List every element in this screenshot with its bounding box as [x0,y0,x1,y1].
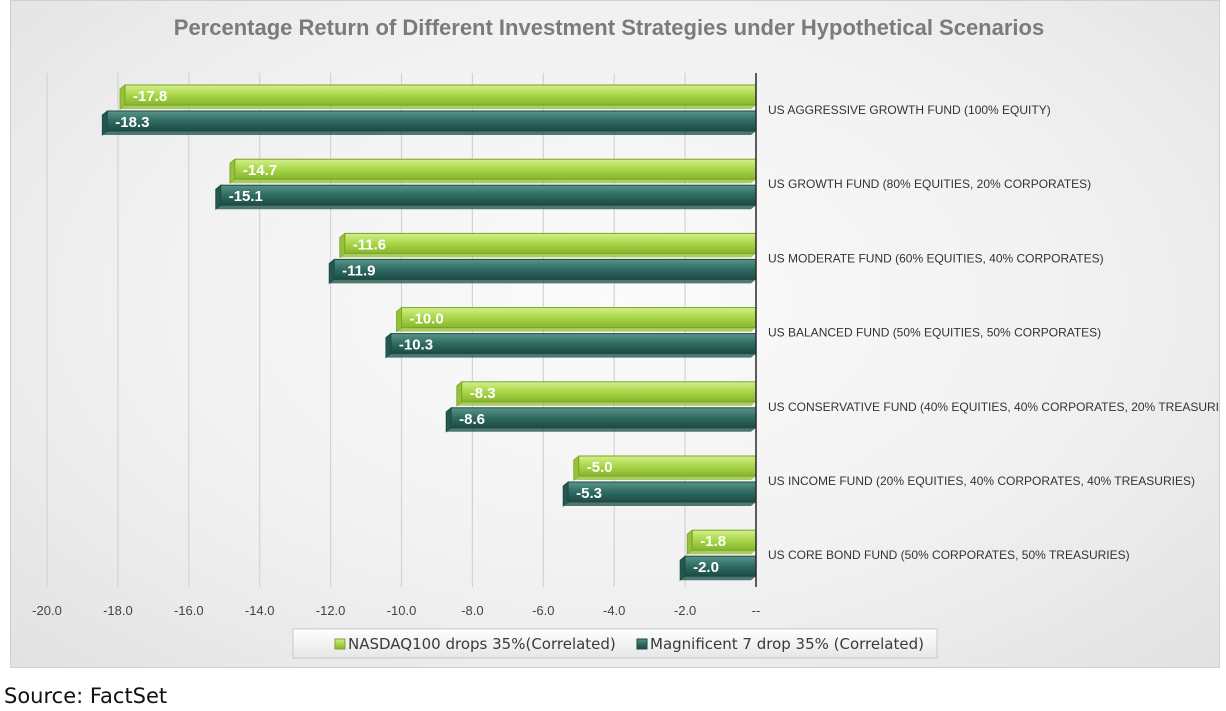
bar-side-s1-c6 [679,555,686,582]
x-tick-label-8: -4.0 [603,603,625,618]
bar-s1-c3 [390,333,757,355]
bar-label-s0-c2: -11.6 [353,236,386,253]
bar-side-s1-c1 [215,184,222,211]
bar-s1-c2 [333,258,757,280]
bar-bottom-s0-c4 [456,401,756,406]
bar-bottom-s0-c2 [339,253,756,258]
bar-label-s0-c3: -10.0 [410,311,444,328]
bar-label-s0-c5: -5.0 [587,459,613,476]
category-label-0: US AGGRESSIVE GROWTH FUND (100% EQUITY) [768,103,1051,117]
bar-bottom-s0-c0 [119,105,757,109]
bar-s1-c0 [106,110,757,132]
bar-bottom-s1-c1 [215,205,756,210]
chart-title: Percentage Return of Different Investmen… [174,15,1044,40]
category-label-4: US CONSERVATIVE FUND (40% EQUITIES, 40% … [768,400,1219,414]
x-tick-label-1: -18.0 [103,603,133,618]
source-note: Source: FactSet [4,684,168,708]
bar-side-s0-c3 [396,306,402,333]
chart-panel: Percentage Return of Different Investmen… [10,0,1220,668]
bar-s0-c4 [461,381,757,403]
bar-bottom-s1-c4 [446,427,756,432]
bar-s1-c4 [450,407,757,429]
bar-label-s1-c1: -15.1 [229,188,263,205]
bar-label-s0-c6: -1.8 [700,533,726,550]
bar-bottom-s1-c6 [680,576,756,581]
bar-label-s1-c0: -18.3 [115,114,149,131]
bar-side-s0-c1 [229,158,236,185]
bar-side-s0-c4 [456,380,463,407]
bar-side-s1-c5 [562,481,569,507]
x-tick-label-4: -12.0 [316,603,346,618]
bar-bottom-s1-c3 [385,353,756,358]
category-label-2: US MODERATE FUND (60% EQUITIES, 40% CORP… [768,251,1104,265]
category-labels: US AGGRESSIVE GROWTH FUND (100% EQUITY) U… [768,103,1219,562]
x-tick-label-6: -8.0 [461,603,483,618]
bar-side-s1-c4 [445,406,452,433]
bar-s0-c2 [344,232,757,254]
x-tick-label-0: -20.0 [32,603,62,618]
bar-label-s0-c0: -17.8 [133,88,167,105]
bar-bottom-s0-c1 [229,179,756,184]
x-tick-label-5: -10.0 [387,603,417,618]
bar-label-s0-c1: -14.7 [243,162,277,179]
bar-side-s1-c3 [385,332,392,359]
bar-label-s1-c4: -8.6 [459,411,485,428]
legend: NASDAQ100 drops 35%(Correlated) Magnific… [292,628,938,659]
x-tick-label-9: -2.0 [674,603,696,618]
bar-label-s1-c3: -10.3 [399,337,433,354]
category-label-1: US GROWTH FUND (80% EQUITIES, 20% CORPOR… [768,177,1091,191]
bar-side-s0-c5 [573,455,580,481]
x-axis-ticks: -20.0 -18.0 -16.0 -14.0 -12.0 -10.0 -8.0 -6.0 -4… [32,603,760,618]
bar-s1-c1 [220,184,757,206]
bar-label-s1-c6: -2.0 [693,559,719,576]
bars: -17.8 -18.3 -14.7 -15.1 -11.6 -11.9 -10.0 -10.3… [101,73,757,587]
legend-label-mag7: Magnificent 7 drop 35% (Correlated) [650,635,924,653]
legend-swatch-nasdaq [334,638,346,650]
bar-side-s0-c6 [686,529,693,556]
bar-side-s0-c2 [339,232,346,259]
bar-s0-c1 [234,158,757,180]
bar-s0-c3 [401,307,757,329]
bar-label-s0-c4: -8.3 [470,385,496,402]
bar-label-s1-c2: -11.9 [342,262,375,279]
legend-box [292,628,938,659]
category-label-6: US CORE BOND FUND (50% CORPORATES, 50% T… [768,548,1130,562]
legend-swatch-mag7 [636,638,648,650]
bar-bottom-s1-c2 [329,279,756,284]
bar-side-s1-c2 [328,258,335,285]
x-tick-label-10: -- [752,603,761,618]
bar-bottom-s0-c3 [396,327,756,332]
bar-bottom-s1-c0 [102,131,756,135]
category-label-3: US BALANCED FUND (50% EQUITIES, 50% CORP… [768,326,1101,340]
bar-bottom-s1-c5 [563,502,756,506]
x-tick-label-7: -6.0 [532,603,554,618]
bar-s0-c0 [124,84,757,106]
bar-chart: Percentage Return of Different Investmen… [32,15,1219,659]
bar-bottom-s0-c5 [573,476,756,480]
legend-label-nasdaq: NASDAQ100 drops 35%(Correlated) [348,635,616,653]
bar-side-s1-c0 [101,110,108,136]
category-label-5: US INCOME FUND (20% EQUITIES, 40% CORPOR… [768,474,1195,488]
x-tick-label-3: -14.0 [245,603,275,618]
bar-side-s0-c0 [119,84,126,110]
bar-bottom-s0-c6 [687,550,756,555]
bar-label-s1-c5: -5.3 [576,485,602,502]
x-tick-label-2: -16.0 [174,603,204,618]
